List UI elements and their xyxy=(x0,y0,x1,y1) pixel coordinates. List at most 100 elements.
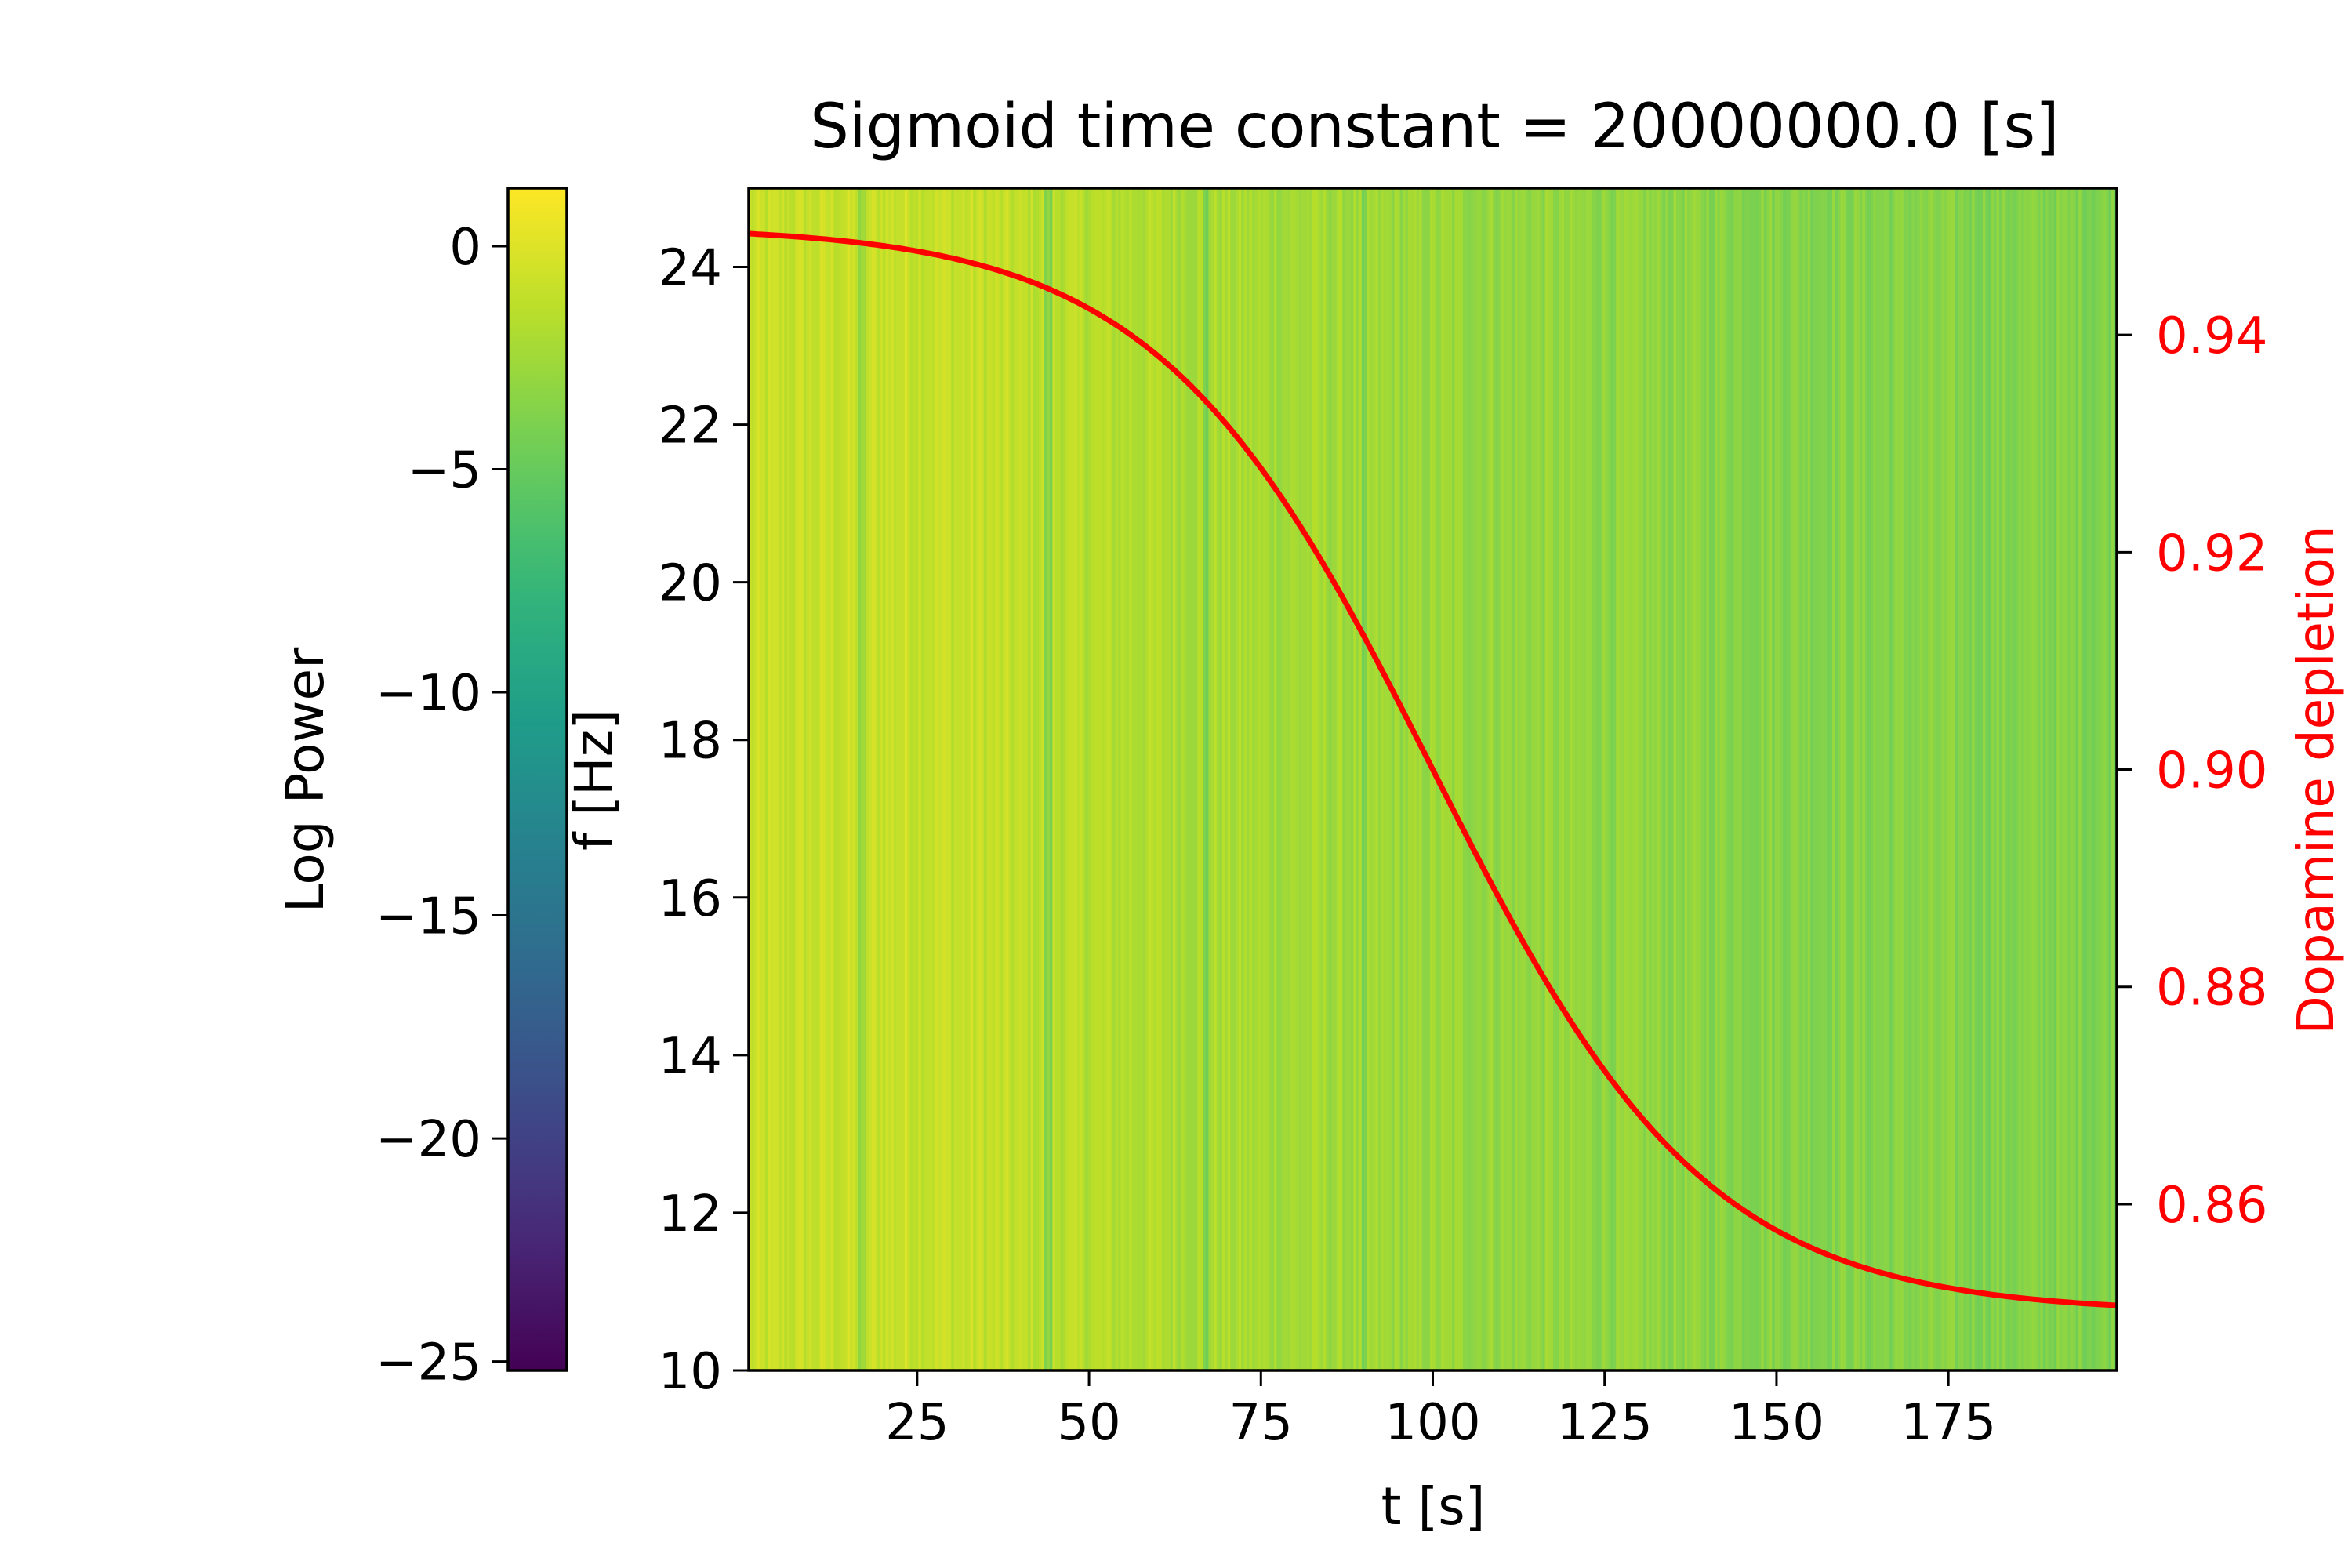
right-tick-label: 0.88 xyxy=(2156,960,2268,1018)
heatmap-column xyxy=(1041,188,1045,1370)
heatmap-column xyxy=(1093,188,1097,1370)
heatmap-column xyxy=(852,188,856,1370)
heatmap-column xyxy=(1906,188,1910,1370)
heatmap-column xyxy=(1553,188,1557,1370)
heatmap-column xyxy=(1386,188,1390,1370)
heatmap-column xyxy=(1345,188,1348,1370)
heatmap-column xyxy=(1785,188,1789,1370)
heatmap-column xyxy=(1722,188,1726,1370)
heatmap-column xyxy=(1668,188,1671,1370)
heatmap-column xyxy=(1372,188,1376,1370)
heatmap-column xyxy=(1657,188,1661,1370)
heatmap-column xyxy=(1607,188,1611,1370)
heatmap-column xyxy=(792,188,796,1370)
heatmap-column xyxy=(2111,188,2115,1370)
heatmap-column xyxy=(1810,188,1814,1370)
heatmap-column xyxy=(1550,188,1554,1370)
heatmap-column xyxy=(1205,188,1209,1370)
heatmap-column xyxy=(1208,188,1212,1370)
heatmap-column xyxy=(920,188,924,1370)
heatmap-column xyxy=(1687,188,1691,1370)
x-tick-label: 25 xyxy=(885,1394,949,1452)
heatmap-column xyxy=(751,188,755,1370)
heatmap-column xyxy=(1236,188,1240,1370)
heatmap-column xyxy=(1526,188,1530,1370)
heatmap-column xyxy=(1044,188,1048,1370)
colorbar-label: Log Power xyxy=(275,647,336,913)
heatmap-column xyxy=(2020,188,2024,1370)
heatmap-column xyxy=(1838,188,1842,1370)
heatmap-column xyxy=(841,188,845,1370)
right-axis-ticks: 0.86 0.88 0.90 0.92 0.94 xyxy=(2117,307,2268,1235)
heatmap-column xyxy=(1708,188,1713,1370)
heatmap-column xyxy=(2097,188,2101,1370)
heatmap-column xyxy=(2051,188,2055,1370)
heatmap-column xyxy=(1698,188,1702,1370)
heatmap-column xyxy=(1555,188,1559,1370)
heatmap-column xyxy=(2015,188,2019,1370)
heatmap-column xyxy=(1238,188,1242,1370)
heatmap-column xyxy=(1537,188,1541,1370)
heatmap-column xyxy=(1449,188,1453,1370)
heatmap-column xyxy=(1528,188,1532,1370)
heatmap-column xyxy=(1974,188,1978,1370)
heatmap-column xyxy=(1460,188,1464,1370)
heatmap-column xyxy=(2031,188,2035,1370)
heatmap-column xyxy=(1036,188,1040,1370)
heatmap-column xyxy=(995,188,999,1370)
heatmap-column xyxy=(1419,188,1423,1370)
heatmap-column xyxy=(2059,188,2063,1370)
y-tick-label: 22 xyxy=(659,397,722,456)
heatmap-column xyxy=(1060,188,1064,1370)
heatmap-column xyxy=(1241,188,1245,1370)
heatmap-column xyxy=(1851,188,1855,1370)
heatmap-column xyxy=(1263,188,1267,1370)
heatmap-column xyxy=(1594,188,1598,1370)
heatmap-column xyxy=(1846,188,1849,1370)
heatmap-column xyxy=(1799,188,1803,1370)
heatmap-column xyxy=(898,188,903,1370)
heatmap-column xyxy=(800,188,804,1370)
heatmap-column xyxy=(1123,188,1127,1370)
heatmap-column xyxy=(1733,188,1737,1370)
heatmap-column xyxy=(1471,188,1475,1370)
heatmap-column xyxy=(2070,188,2074,1370)
heatmap-column xyxy=(1843,188,1847,1370)
heatmap-column xyxy=(1183,188,1187,1370)
heatmap-column xyxy=(1038,188,1043,1370)
heatmap-column xyxy=(1359,188,1363,1370)
heatmap-column xyxy=(2092,188,2096,1370)
heatmap-column xyxy=(1230,188,1234,1370)
heatmap-column xyxy=(768,188,771,1370)
heatmap-column xyxy=(1022,188,1026,1370)
heatmap-column xyxy=(909,188,913,1370)
heatmap-column xyxy=(907,188,911,1370)
heatmap-column xyxy=(2086,188,2090,1370)
heatmap-column xyxy=(1498,188,1502,1370)
heatmap-column xyxy=(764,188,769,1370)
heatmap-column xyxy=(1991,188,1994,1370)
heatmap-column xyxy=(1317,188,1322,1370)
heatmap-column xyxy=(2062,188,2066,1370)
heatmap-column xyxy=(2026,188,2030,1370)
heatmap-column xyxy=(1596,188,1600,1370)
heatmap-column xyxy=(1870,188,1874,1370)
heatmap-column xyxy=(904,188,909,1370)
heatmap-column xyxy=(984,188,988,1370)
y-tick-label: 18 xyxy=(659,713,722,771)
y-tick-label: 10 xyxy=(659,1343,722,1401)
heatmap-column xyxy=(1621,188,1625,1370)
heatmap-column xyxy=(1473,188,1477,1370)
heatmap-column xyxy=(1772,188,1776,1370)
heatmap-column xyxy=(902,188,906,1370)
heatmap-column xyxy=(992,188,996,1370)
heatmap-column xyxy=(1170,188,1174,1370)
heatmap-column xyxy=(1864,188,1869,1370)
heatmap-column xyxy=(2034,188,2038,1370)
heatmap-column xyxy=(1348,188,1352,1370)
heatmap-column xyxy=(2095,188,2099,1370)
heatmap-column xyxy=(1430,188,1434,1370)
heatmap-column xyxy=(956,188,960,1370)
heatmap-column xyxy=(1544,188,1548,1370)
heatmap-column xyxy=(1610,188,1614,1370)
